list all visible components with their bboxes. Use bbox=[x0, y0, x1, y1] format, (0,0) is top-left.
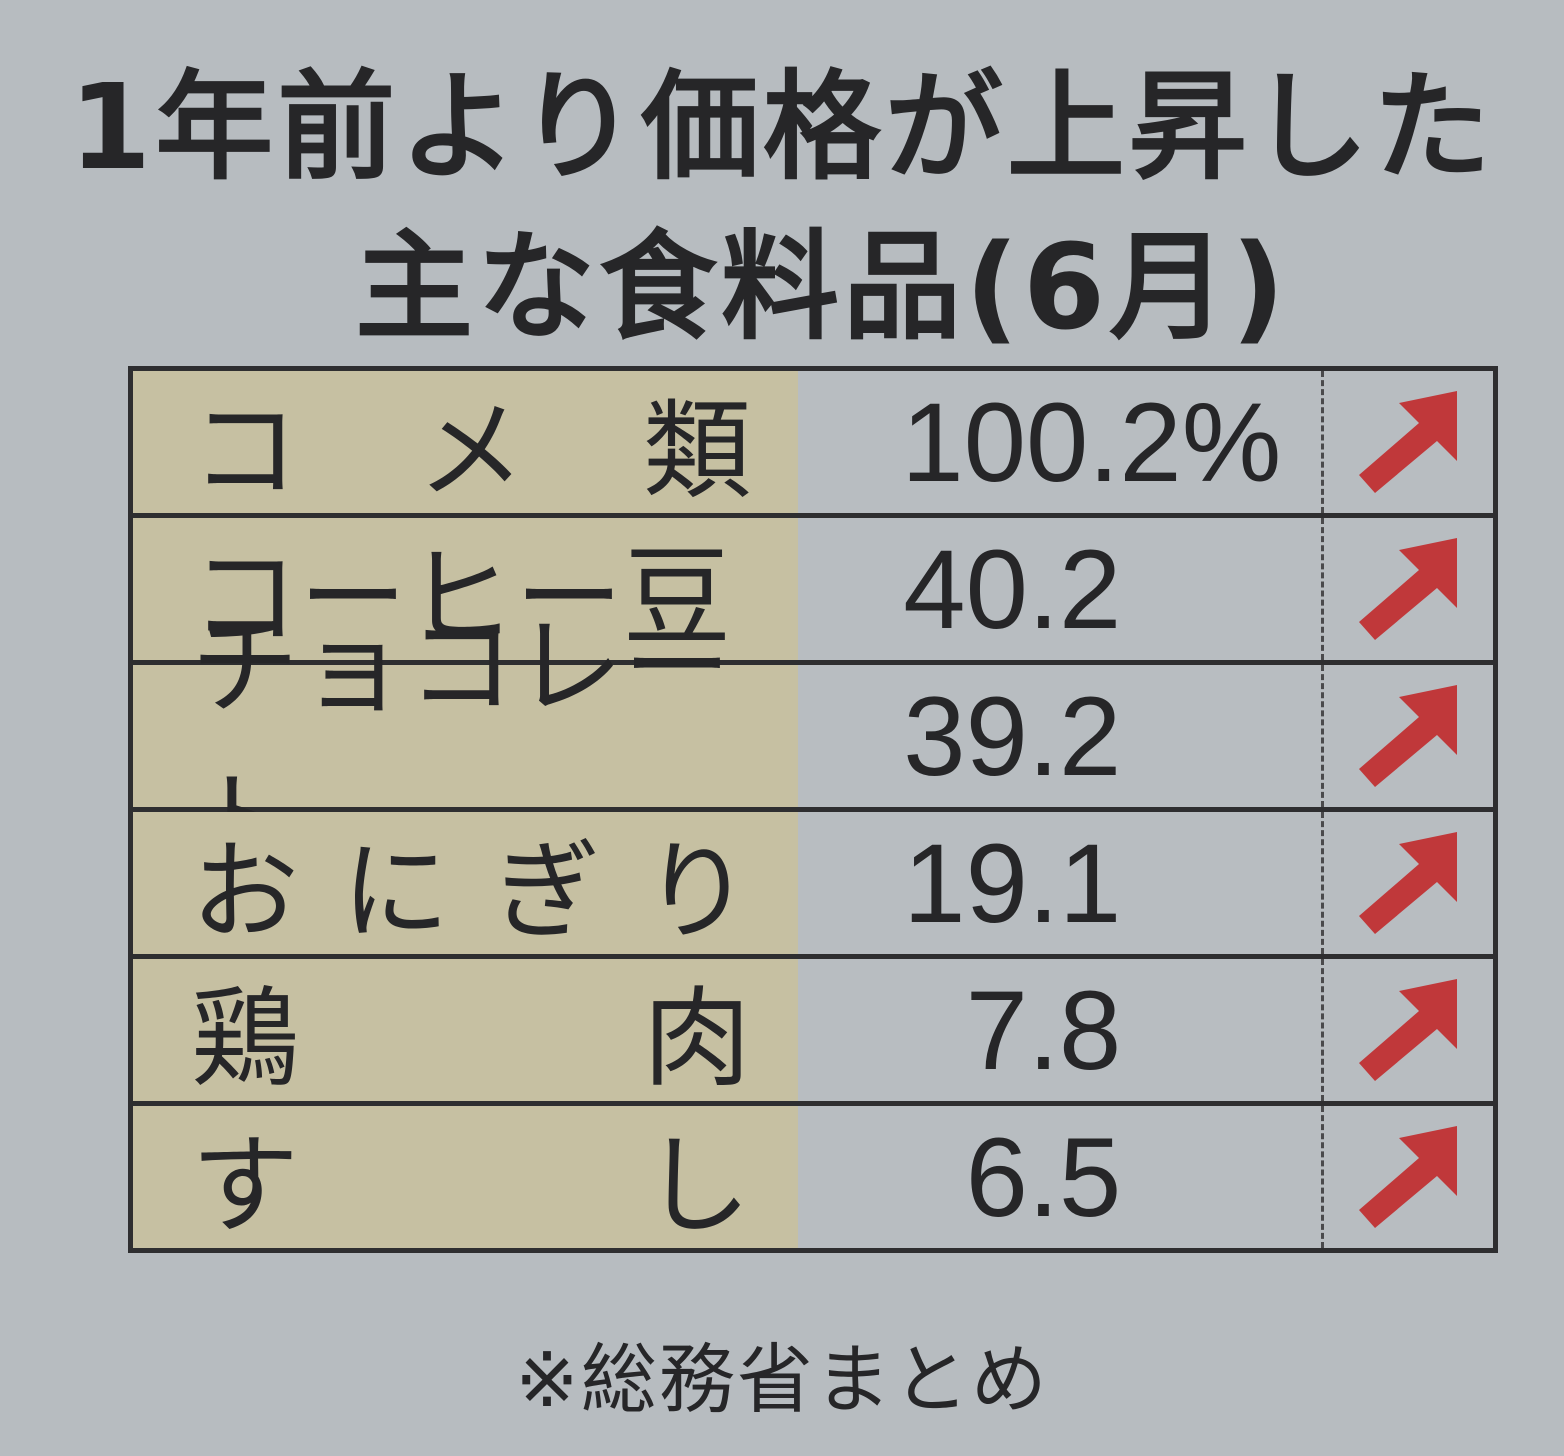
item-name-part: コーヒー豆 bbox=[191, 536, 732, 661]
item-name: コメ類 bbox=[191, 371, 751, 514]
trend-cell bbox=[1322, 954, 1496, 1106]
table-row: コーヒー豆 40.2 bbox=[130, 513, 1496, 665]
price-increase-table: コメ類100.2%コーヒー豆40.2チョコレート39.2おにぎり19.1鶏肉7.… bbox=[128, 366, 1498, 1253]
up-arrow-icon bbox=[1358, 832, 1457, 934]
table-row: 鶏肉 7.8 bbox=[130, 954, 1496, 1106]
item-name-part: メ bbox=[416, 389, 525, 514]
item-name-part: り bbox=[642, 830, 751, 955]
item-name-part: す bbox=[191, 1124, 300, 1249]
trend-cell bbox=[1322, 807, 1496, 959]
item-name-part: に bbox=[341, 830, 450, 955]
item-name: チョコレート bbox=[191, 605, 791, 886]
item-name-part: 鶏 bbox=[191, 977, 300, 1102]
table-row: おにぎり 19.1 bbox=[130, 807, 1496, 959]
item-name-cell: 鶏肉 bbox=[130, 954, 799, 1106]
increase-rate: 40.2 bbox=[798, 513, 1325, 665]
up-arrow-icon bbox=[1358, 685, 1457, 787]
item-name-cell: コメ類 bbox=[130, 366, 799, 518]
up-arrow-icon bbox=[1358, 1126, 1457, 1228]
up-arrow-icon bbox=[1358, 391, 1457, 493]
item-name-cell: すし bbox=[130, 1101, 799, 1253]
item-name: おにぎり bbox=[191, 812, 751, 955]
item-name: すし bbox=[191, 1106, 751, 1249]
table-row: コメ類 100.2% bbox=[130, 366, 1496, 518]
item-name-cell: おにぎり bbox=[130, 807, 799, 959]
item-name: 鶏肉 bbox=[191, 959, 751, 1102]
increase-rate: 19.1 bbox=[798, 807, 1325, 959]
trend-cell bbox=[1322, 1101, 1496, 1253]
increase-rate: 6.5 bbox=[798, 1101, 1325, 1253]
item-name-part: 肉 bbox=[642, 977, 751, 1102]
table-row: チョコレート 39.2 bbox=[130, 605, 1496, 886]
item-name-part: お bbox=[191, 830, 300, 955]
increase-rate: 100.2% bbox=[798, 366, 1325, 518]
title-line-2: 主な食料品(6月) bbox=[355, 218, 1289, 356]
table-row: すし 6.5 bbox=[130, 1101, 1496, 1253]
source-footnote: ※総務省まとめ bbox=[515, 1335, 1049, 1424]
item-name-part: ぎ bbox=[492, 830, 601, 955]
up-arrow-icon bbox=[1358, 979, 1457, 1081]
increase-rate: 7.8 bbox=[798, 954, 1325, 1106]
trend-cell bbox=[1322, 513, 1496, 665]
item-name-part: コ bbox=[191, 389, 300, 514]
trend-cell bbox=[1322, 660, 1496, 812]
up-arrow-icon bbox=[1358, 538, 1457, 640]
item-name-part: 類 bbox=[642, 389, 751, 514]
item-name-cell: チョコレート bbox=[130, 605, 799, 886]
item-name-cell: コーヒー豆 bbox=[130, 513, 799, 665]
title-line-1: 1年前より価格が上昇した bbox=[69, 58, 1495, 196]
item-name: コーヒー豆 bbox=[191, 518, 791, 661]
item-name-part: し bbox=[642, 1124, 751, 1249]
trend-cell bbox=[1322, 366, 1496, 518]
item-name-part: チョコレート bbox=[191, 605, 732, 886]
increase-rate: 39.2 bbox=[798, 660, 1325, 812]
